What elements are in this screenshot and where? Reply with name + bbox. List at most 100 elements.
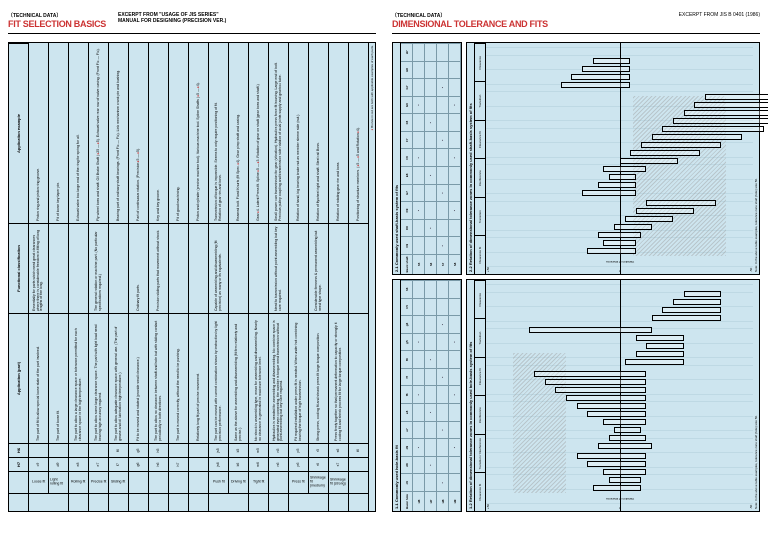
fit-cell-example: Relation of rotating gear rim and boss. (329, 43, 348, 223)
fit-cell-h7: f7 (109, 457, 128, 471)
mini-table-cell (425, 368, 437, 386)
mini-table-cell: ■ (437, 421, 449, 439)
chart-y-axis-label: Variation of tolerance (605, 497, 633, 501)
fit-cell-h7: s7 (329, 457, 348, 471)
mini-table-cell (449, 315, 461, 333)
fit-table-row: Interference fitPress fitp6p5Fit require… (289, 43, 309, 511)
fit-table: H7H6Application (part)Functional classif… (8, 42, 376, 512)
chart-tolerance-bar (577, 453, 646, 459)
fit-cell-app: The part to allow adequate clearance spa… (109, 313, 128, 443)
fit-cell-app: Relatively long fit part of precise move… (189, 313, 208, 443)
fit-cell-h7: e8 (69, 457, 88, 471)
fit-subgroup: Precise fit (89, 471, 108, 493)
fit-cell-h6 (169, 443, 188, 457)
right-excerpt-block: EXCERPT FROM JIS B 0401 (1986) (679, 12, 760, 18)
chart-tolerance-bar (684, 110, 768, 116)
fit-cell-func: The general rotation or machine part. (N… (89, 223, 108, 313)
mini-table-corner: Basic hole (401, 491, 413, 511)
fit-category-spacer (309, 493, 328, 511)
fit-cell-app: The part can be moved with current combi… (209, 313, 228, 443)
panel-title: 2-1 Commonly used shaft-basis system of … (393, 43, 401, 274)
chart-tolerance-bar (603, 419, 646, 425)
fit-table-header-h7: H7 (9, 457, 28, 471)
fit-table-row: Shrinkage fit (medium)r6r5Strong press, … (309, 43, 329, 511)
fit-cell-example: Bearing part of ordinary shaft bearings.… (109, 43, 128, 223)
fit-cell-example: Piston ring and piston ring groove. (29, 43, 48, 223)
chart-tolerance-bar (662, 126, 763, 132)
mini-table-col-head: h6 (401, 280, 413, 298)
mini-table-cell (449, 61, 461, 79)
right-bottom-row: 1-2 Relation of dimensional tolerance zo… (466, 42, 760, 512)
fit-cell-h6 (29, 443, 48, 457)
fit-subgroup: Shrinkage fit (strong) (329, 471, 348, 493)
fit-cell-h7: n6 (269, 457, 288, 471)
chart-tolerance-bar (598, 182, 635, 188)
fit-cell-example: Piston and cylinder (precise machine too… (189, 43, 208, 223)
mini-table-col-head: g5 (401, 333, 413, 351)
fit-cell-h7: r6 (309, 457, 328, 471)
chart-tolerance-bar (555, 387, 646, 393)
chart-tolerance-bar (652, 134, 743, 140)
mini-table-cell (413, 298, 425, 316)
mini-table-cell: ■ (437, 368, 449, 386)
left-rotated: H7H6Application (part)Functional classif… (8, 42, 376, 512)
chart-zone-label: Clearance fit (475, 120, 485, 159)
fit-cell-func (229, 223, 248, 313)
mini-table-cell (449, 184, 461, 202)
tolerance-mini-table: 1-1 Commonly used hole-basis fitBasic ho… (392, 279, 462, 512)
fit-cell-h7: e7 (89, 457, 108, 471)
chart-title: 1-2 Relation of dimensional tolerance zo… (467, 280, 474, 511)
fit-table-header-h6: H6 (9, 443, 28, 457)
fit-category-spacer (129, 493, 148, 511)
fit-table-row: Relatively long fit part of precise move… (189, 43, 209, 511)
mini-table-cell: ■ (425, 166, 437, 184)
fit-cell-app: The part to allow a large clearance spac… (69, 313, 88, 443)
fit-subgroup (149, 471, 168, 493)
mini-table-col-head: f7 (401, 368, 413, 386)
fit-subgroup: Push fit (209, 471, 228, 493)
fit-subgroup: Press fit (289, 471, 308, 493)
chart-tolerance-bar (652, 315, 721, 321)
chart-zone-label: Clearance fit (475, 236, 485, 275)
fit-table-row: h7The part is moved correctly, without t… (169, 43, 189, 511)
mini-table-cell (413, 350, 425, 368)
chart-tolerance-bar (636, 351, 684, 357)
right-tag: 〔TECHNICAL DATA〕 (392, 12, 548, 19)
fit-category-spacer (269, 493, 288, 511)
chart-zone-label: Clearance fit (475, 357, 485, 396)
fit-cell-func (289, 223, 308, 313)
fit-subgroup: Shrinkage fit (medium) (309, 471, 328, 493)
mini-table-col-head: d8 (401, 456, 413, 474)
fit-cell-func (49, 223, 68, 313)
chart-tolerance-bar (534, 371, 646, 377)
mini-table-cell: ■ (449, 333, 461, 351)
fit-category-spacer (349, 493, 368, 511)
mini-table-cell (437, 386, 449, 404)
mini-table-cell (437, 201, 449, 219)
fit-table-header-sub (9, 471, 28, 493)
fit-cell-h6: g5 (129, 443, 148, 457)
mini-table-cell: ■ (425, 403, 437, 421)
right-page: 〔TECHNICAL DATA〕 DIMENSIONAL TOLERANCE A… (384, 0, 768, 543)
fit-subgroup: Driving fit (229, 471, 248, 493)
left-header-sub-block: EXCERPT FROM "USAGE OF JIS SERIES" MANUA… (118, 12, 226, 24)
mini-table-cell (449, 113, 461, 131)
chart-tolerance-bar (625, 359, 684, 365)
fit-cell-h6: n5 (269, 443, 288, 457)
fit-cell-example: Key and key groove. (149, 43, 168, 223)
mini-table-cell (449, 368, 461, 386)
fit-cell-example: Fit of good machining. (169, 43, 188, 223)
right-rotated: 1-1 Commonly used hole-basis fitBasic ho… (392, 42, 760, 512)
mini-table-cell (437, 438, 449, 456)
fit-cell-h7: c9 (29, 457, 48, 471)
mini-table-cell (425, 131, 437, 149)
chart-zone-label: Clearance (475, 280, 485, 319)
mini-table-cell (425, 298, 437, 316)
fit-cell-h6: t6 (349, 443, 368, 457)
mini-table-cell (449, 298, 461, 316)
left-tag: 〔TECHNICAL DATA〕 (8, 12, 106, 19)
mini-table-cell (425, 333, 437, 351)
chart-tolerance-bar (609, 477, 641, 483)
fit-table-header-cat (9, 493, 28, 511)
mini-table-cell (425, 43, 437, 61)
